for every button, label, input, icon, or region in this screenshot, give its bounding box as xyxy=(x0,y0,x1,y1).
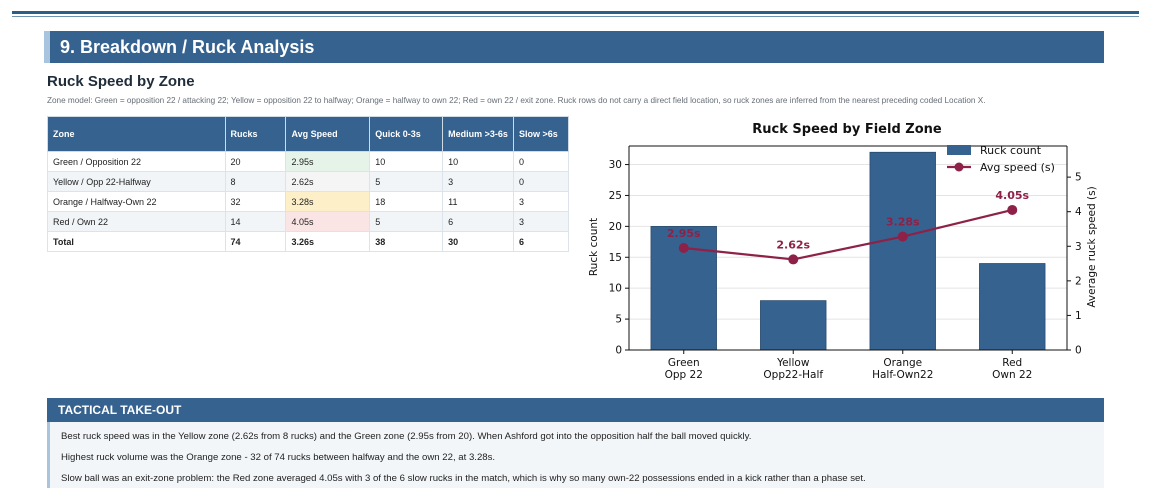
table-row: Orange / Halfway-Own 22 32 3.28s 18 11 3 xyxy=(47,191,569,212)
col-header-medium: Medium >3-6s xyxy=(442,116,515,152)
x-tick-label: Green xyxy=(668,357,700,369)
table-total-row: Total 74 3.26s 38 30 6 xyxy=(47,231,569,252)
cell-zone: Yellow / Opp 22-Halfway xyxy=(47,171,226,192)
cell-total-label: Total xyxy=(47,231,226,252)
cell-total-quick: 38 xyxy=(369,231,444,252)
cell-medium: 6 xyxy=(442,211,515,232)
chart-title: Ruck Speed by Field Zone xyxy=(752,122,942,137)
cell-zone: Green / Opposition 22 xyxy=(47,151,226,172)
speed-point xyxy=(1007,204,1018,215)
table-row: Red / Own 22 14 4.05s 5 6 3 xyxy=(47,211,569,232)
y2-tick-label: 5 xyxy=(1075,172,1082,184)
takeout-line: Slow ball was an exit-zone problem: the … xyxy=(61,473,866,484)
top-rule-thin xyxy=(12,16,1139,17)
speed-data-label: 2.95s xyxy=(667,227,701,240)
cell-quick: 5 xyxy=(369,171,444,192)
col-header-avg-speed: Avg Speed xyxy=(285,116,371,152)
y-tick-label: 15 xyxy=(609,252,622,264)
cell-total-slow: 6 xyxy=(513,231,569,252)
y-axis-label: Ruck count xyxy=(588,218,600,276)
table-subtitle: Ruck Speed by Zone xyxy=(47,73,195,90)
bar xyxy=(979,263,1046,351)
cell-total-medium: 30 xyxy=(442,231,515,252)
x-tick-label: Yellow xyxy=(776,357,810,369)
zone-model-note: Zone model: Green = opposition 22 / atta… xyxy=(47,96,986,105)
table-row: Yellow / Opp 22-Halfway 8 2.62s 5 3 0 xyxy=(47,171,569,192)
table-header-row: Zone Rucks Avg Speed Quick 0-3s Medium >… xyxy=(47,116,569,152)
cell-avg-speed: 2.62s xyxy=(285,171,371,192)
y2-axis-label: Average ruck speed (s) xyxy=(1086,186,1098,307)
legend-label-line: Avg speed (s) xyxy=(980,161,1055,174)
y2-tick-label: 2 xyxy=(1075,275,1082,287)
cell-quick: 18 xyxy=(369,191,444,212)
speed-data-label: 3.28s xyxy=(886,216,920,229)
y-tick-label: 5 xyxy=(615,314,622,326)
x-tick-label: Half-Own22 xyxy=(872,369,933,381)
chart-legend: Ruck count Avg speed (s) xyxy=(947,144,1055,174)
y2-tick-label: 1 xyxy=(1075,310,1082,322)
legend-swatch-point xyxy=(954,162,964,172)
speed-point xyxy=(678,243,689,253)
col-header-slow: Slow >6s xyxy=(513,116,569,152)
cell-avg-speed: 4.05s xyxy=(285,211,371,232)
bar xyxy=(760,300,827,351)
y-tick-label: 20 xyxy=(609,221,622,233)
cell-avg-speed: 3.28s xyxy=(285,191,371,212)
cell-slow: 0 xyxy=(513,171,569,192)
cell-zone: Red / Own 22 xyxy=(47,211,226,232)
speed-point xyxy=(897,231,908,242)
speed-point xyxy=(788,254,799,265)
speed-line xyxy=(683,208,1013,261)
cell-medium: 11 xyxy=(442,191,515,212)
y-tick-label: 0 xyxy=(615,345,622,357)
speed-data-label: 2.62s xyxy=(776,238,810,251)
cell-rucks: 32 xyxy=(224,191,287,212)
col-header-quick: Quick 0-3s xyxy=(369,116,444,152)
section-header: 9. Breakdown / Ruck Analysis xyxy=(44,31,1104,63)
x-tick-label: Opp 22 xyxy=(665,369,703,381)
cell-slow: 3 xyxy=(513,211,569,232)
col-header-zone: Zone xyxy=(47,116,226,152)
takeout-line: Best ruck speed was in the Yellow zone (… xyxy=(61,431,752,442)
legend-label-bar: Ruck count xyxy=(980,144,1042,157)
cell-rucks: 14 xyxy=(224,211,287,232)
speed-data-label: 4.05s xyxy=(995,189,1029,202)
takeout-line: Highest ruck volume was the Orange zone … xyxy=(61,452,496,463)
cell-total-rucks: 74 xyxy=(224,231,287,252)
ruck-speed-table: Zone Rucks Avg Speed Quick 0-3s Medium >… xyxy=(47,116,569,252)
cell-total-avg-speed: 3.26s xyxy=(285,231,371,252)
x-tick-label: Opp22-Half xyxy=(763,369,823,381)
x-tick-label: Own 22 xyxy=(992,369,1032,381)
takeout-body: Best ruck speed was in the Yellow zone (… xyxy=(47,422,1104,488)
legend-swatch-bar xyxy=(947,145,971,155)
cell-zone: Orange / Halfway-Own 22 xyxy=(47,191,226,212)
cell-medium: 10 xyxy=(442,151,515,172)
takeout-header: TACTICAL TAKE-OUT xyxy=(47,398,1104,422)
cell-avg-speed: 2.95s xyxy=(285,151,371,172)
top-rule xyxy=(12,11,1139,14)
bar xyxy=(869,151,936,351)
y-tick-label: 10 xyxy=(609,283,622,295)
y-tick-label: 30 xyxy=(609,159,622,171)
y2-tick-label: 3 xyxy=(1075,241,1082,253)
y2-tick-label: 0 xyxy=(1075,345,1082,357)
cell-rucks: 8 xyxy=(224,171,287,192)
cell-slow: 0 xyxy=(513,151,569,172)
cell-quick: 5 xyxy=(369,211,444,232)
cell-slow: 3 xyxy=(513,191,569,212)
cell-medium: 3 xyxy=(442,171,515,192)
y-tick-label: 25 xyxy=(609,190,622,202)
ruck-speed-chart: Ruck Speed by Field Zone Ruck count Aver… xyxy=(588,122,1098,381)
col-header-rucks: Rucks xyxy=(224,116,287,152)
x-tick-label: Orange xyxy=(883,357,922,369)
table-row: Green / Opposition 22 20 2.95s 10 10 0 xyxy=(47,151,569,172)
cell-quick: 10 xyxy=(369,151,444,172)
cell-rucks: 20 xyxy=(224,151,287,172)
x-tick-label: Red xyxy=(1002,357,1022,369)
y2-tick-label: 4 xyxy=(1075,206,1082,218)
